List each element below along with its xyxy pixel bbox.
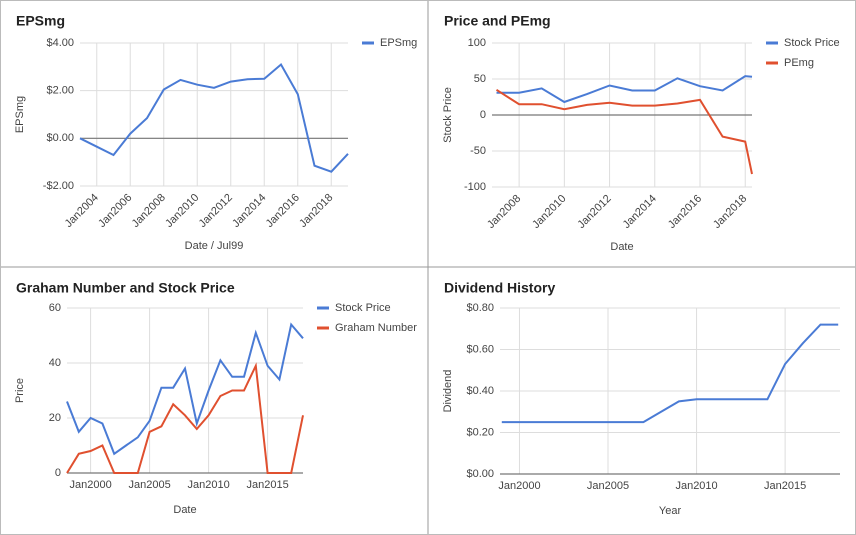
x-axis-label: Year <box>659 505 682 517</box>
x-tick-label: Jan2010 <box>675 480 717 492</box>
y-tick-label: $0.00 <box>466 468 494 480</box>
x-tick-label: Jan2005 <box>587 480 629 492</box>
y-tick-label: $4.00 <box>46 37 74 49</box>
y-axis-label: Dividend <box>442 370 454 413</box>
chart-title: Dividend History <box>444 280 555 296</box>
x-axis-label: Date <box>173 504 196 516</box>
x-tick-label: Jan2000 <box>498 480 540 492</box>
series-line <box>66 362 304 474</box>
x-tick-label: Jan2005 <box>128 479 170 491</box>
chart-panel: Graham Number and Stock Price 0 20 40 60 Jan2… <box>14 280 417 516</box>
x-tick-label: Jan2000 <box>69 479 111 491</box>
y-tick-label: $0.40 <box>466 385 494 397</box>
y-tick-label: -100 <box>464 181 486 193</box>
y-tick-label: 20 <box>49 412 61 424</box>
y-tick-label: 50 <box>474 73 486 85</box>
chart-panel: Dividend History $0.00 $0.20 $0.40 $0.60 $0.8… <box>442 280 840 517</box>
y-tick-label: $0.60 <box>466 343 494 355</box>
series-line <box>495 88 753 175</box>
y-tick-label: 60 <box>49 302 61 314</box>
legend-label: Stock Price <box>335 302 391 314</box>
y-tick-label: 0 <box>480 109 486 121</box>
y-tick-label: -$2.00 <box>43 180 74 192</box>
x-axis-label: Date <box>610 241 633 253</box>
y-tick-label: 0 <box>55 467 61 479</box>
y-tick-label: $2.00 <box>46 85 74 97</box>
x-axis-label: Date / Jul99 <box>185 240 244 252</box>
y-axis-label: Stock Price <box>442 87 454 143</box>
y-tick-label: -50 <box>470 145 486 157</box>
y-tick-label: $0.00 <box>46 132 74 144</box>
y-axis-label: Price <box>14 378 26 403</box>
x-tick-label: Jan2010 <box>187 479 229 491</box>
x-tick-label: Jan2015 <box>764 480 806 492</box>
series-line <box>496 75 753 104</box>
legend-label: Stock Price <box>784 37 840 49</box>
y-tick-label: $0.20 <box>466 426 494 438</box>
chart-title: Graham Number and Stock Price <box>16 280 235 296</box>
y-tick-label: 40 <box>49 357 61 369</box>
x-tick-label: Jan2015 <box>246 479 288 491</box>
y-axis-label: EPSmg <box>14 96 26 133</box>
chart-title: EPSmg <box>16 13 65 29</box>
y-tick-label: 100 <box>468 37 486 49</box>
series-line <box>66 322 304 456</box>
legend-label: Graham Number <box>335 322 417 334</box>
series-line <box>79 62 349 173</box>
legend-label: EPSmg <box>380 37 417 49</box>
chart-title: Price and PEmg <box>444 13 551 29</box>
legend-label: PEmg <box>784 57 814 69</box>
y-tick-label: $0.80 <box>466 302 494 314</box>
series-line <box>501 323 839 424</box>
